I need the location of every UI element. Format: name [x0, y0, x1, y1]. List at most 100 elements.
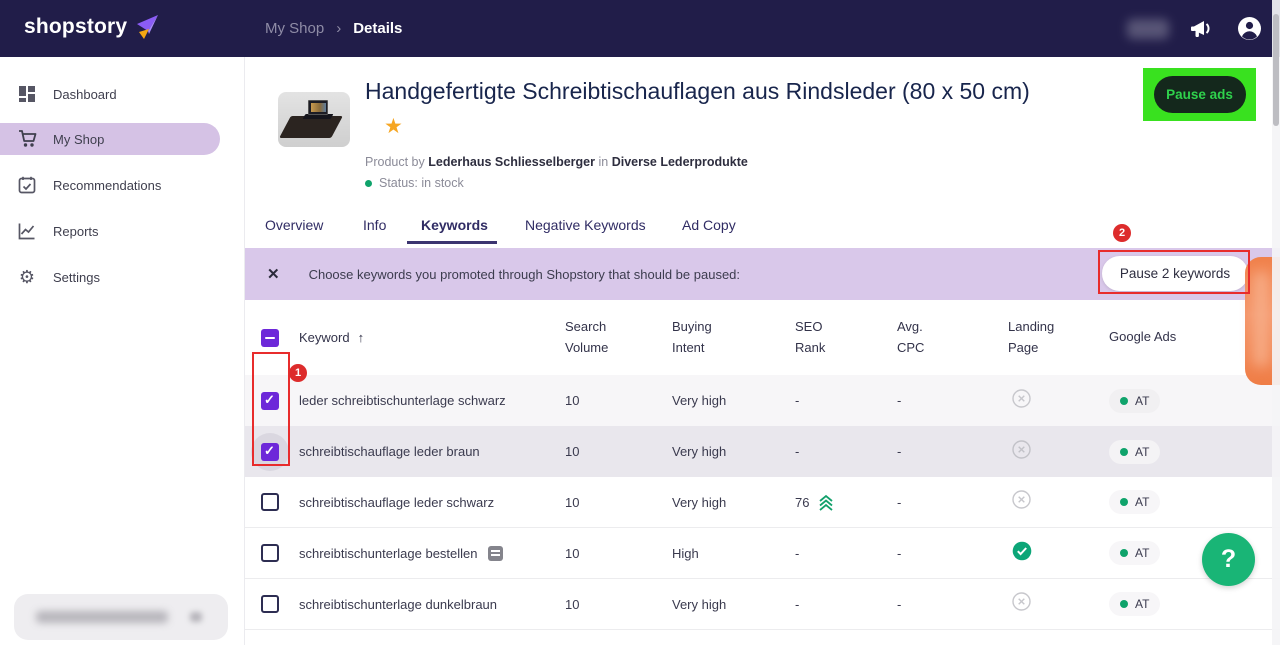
col-buying-intent: Buying Intent [672, 319, 712, 355]
col-landing-page: Landing Page [1008, 319, 1055, 355]
sidebar-item-label: Recommendations [53, 177, 162, 193]
sidebar-item-label: Settings [53, 269, 100, 285]
cart-icon [17, 129, 37, 149]
tab-overview[interactable]: Overview [265, 217, 324, 233]
active-dot-icon [1120, 498, 1128, 506]
scrollbar-thumb[interactable] [1273, 14, 1279, 126]
avg-cpc-value: - [897, 494, 902, 510]
row-checkbox[interactable] [261, 595, 279, 613]
tab-ad-copy[interactable]: Ad Copy [682, 217, 736, 233]
byline-infix: in [598, 155, 609, 169]
table-row[interactable]: schreibtischauflage leder schwarz 10 Ver… [245, 477, 1280, 528]
search-volume-value: 10 [565, 494, 580, 510]
buying-intent-value: Very high [672, 494, 727, 510]
google-ads-badge: AT [1109, 490, 1161, 514]
landing-page-unlinked-icon [1012, 388, 1031, 408]
breadcrumb-separator: › [336, 20, 342, 37]
sidebar-item-settings[interactable]: ⚙ Settings [0, 261, 220, 293]
stock-status: Status: in stock [365, 176, 464, 190]
active-dot-icon [1120, 396, 1128, 405]
landing-page-unlinked-icon [1012, 592, 1031, 611]
annotation-highlight-pause-ads: Pause ads [1143, 68, 1256, 121]
logo-text: shopstory [24, 15, 128, 38]
buying-intent-value: Very high [672, 393, 727, 408]
landing-page-unlinked-icon [1012, 490, 1031, 509]
col-keyword[interactable]: Keyword [299, 330, 350, 345]
byline-prefix: Product by [365, 155, 425, 169]
avg-cpc-value: - [897, 444, 902, 459]
avg-cpc-value: - [897, 596, 902, 612]
banner-message: Choose keywords you promoted through Sho… [308, 266, 741, 282]
note-icon[interactable] [487, 545, 503, 561]
shopstory-logo[interactable]: shopstory [24, 14, 161, 40]
google-ads-badge: AT [1109, 592, 1161, 616]
product-image [278, 92, 350, 147]
avg-cpc-value: - [897, 393, 902, 408]
close-icon[interactable]: ✕ [267, 266, 280, 283]
help-button[interactable]: ? [1202, 533, 1255, 586]
sidebar-item-my-shop[interactable]: My Shop [0, 123, 220, 155]
redacted-text [36, 611, 168, 623]
calendar-check-icon [17, 175, 37, 195]
seo-rank-value: - [795, 596, 800, 612]
tab-keywords[interactable]: Keywords [421, 217, 488, 233]
annotation-badge-2: 2 [1113, 224, 1131, 242]
country-code: AT [1135, 597, 1150, 611]
landing-page-linked-icon [1012, 541, 1032, 560]
page-scrollbar[interactable] [1272, 0, 1280, 645]
shopstory-logo-icon [137, 15, 159, 39]
favorite-star-icon[interactable]: ★ [384, 115, 403, 138]
active-dot-icon [1120, 600, 1128, 608]
gear-icon: ⚙ [18, 266, 36, 287]
sidebar-item-dashboard[interactable]: Dashboard [0, 78, 220, 110]
table-row-partial [245, 630, 1280, 647]
tab-info[interactable]: Info [363, 217, 387, 233]
active-dot-icon [1120, 447, 1128, 456]
seo-rank-value: - [795, 393, 800, 408]
avg-cpc-value: - [897, 545, 902, 561]
sidebar-item-label: Dashboard [53, 86, 117, 102]
table-row[interactable]: schreibtischunterlage dunkelbraun 10 Ver… [245, 579, 1280, 630]
row-checkbox[interactable] [261, 493, 279, 511]
country-code: AT [1135, 393, 1150, 408]
sidebar: Dashboard My Shop Recommendations Report… [0, 57, 245, 645]
seo-rank-value: - [795, 444, 800, 459]
page-title: Handgefertigte Schreibtischauflagen aus … [365, 78, 1030, 104]
tab-negative-keywords[interactable]: Negative Keywords [525, 217, 646, 233]
breadcrumb-parent[interactable]: My Shop [265, 20, 325, 37]
active-dot-icon [1120, 549, 1128, 557]
rank-up-icon [819, 494, 834, 511]
google-ads-badge: AT [1109, 439, 1161, 464]
megaphone-icon[interactable] [1191, 18, 1215, 40]
country-code: AT [1135, 495, 1150, 509]
row-checkbox[interactable] [261, 442, 279, 461]
account-icon[interactable] [1237, 16, 1262, 41]
table-row[interactable]: schreibtischunterlage bestellen 10 High … [245, 528, 1280, 579]
pause-keywords-button[interactable]: Pause 2 keywords [1102, 256, 1248, 291]
col-google-ads: Google Ads [1109, 329, 1177, 345]
search-volume-value: 10 [565, 393, 580, 408]
sidebar-item-label: My Shop [53, 131, 105, 147]
sort-ascending-icon[interactable]: ↑ [357, 330, 365, 345]
table-row[interactable]: schreibtischauflage leder braun 10 Very … [245, 426, 1280, 477]
row-checkbox[interactable] [261, 544, 279, 562]
sidebar-item-reports[interactable]: Reports [0, 215, 220, 247]
search-volume-value: 10 [565, 596, 580, 612]
table-row[interactable]: leder schreibtischunterlage schwarz 10 V… [245, 375, 1280, 426]
sidebar-item-recommendations[interactable]: Recommendations [0, 169, 220, 201]
keyword-text: leder schreibtischunterlage schwarz [299, 393, 506, 408]
pause-ads-button[interactable]: Pause ads [1153, 76, 1246, 113]
topbar: shopstory My Shop › Details [0, 0, 1280, 57]
landing-page-unlinked-icon [1012, 439, 1031, 459]
product-byline: Product by Lederhaus Schliesselberger in… [365, 155, 748, 169]
row-checkbox[interactable] [261, 391, 279, 410]
country-code: AT [1135, 444, 1150, 459]
category-name: Diverse Lederprodukte [611, 155, 748, 169]
search-volume-value: 10 [565, 444, 580, 459]
redacted-account-chip[interactable] [14, 594, 228, 640]
select-all-checkbox[interactable] [261, 328, 279, 347]
keyword-text: schreibtischunterlage dunkelbraun [299, 596, 498, 612]
keyword-text: schreibtischauflage leder schwarz [299, 494, 495, 510]
keyword-text: schreibtischauflage leder braun [299, 444, 480, 459]
col-search-volume: Search Volume [565, 319, 609, 355]
